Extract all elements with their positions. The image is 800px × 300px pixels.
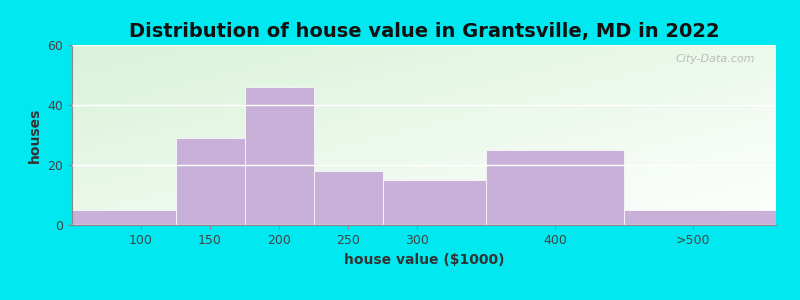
Bar (175, 138, 245, 225)
Y-axis label: houses: houses (27, 107, 42, 163)
Bar (624, 210, 776, 225)
Title: Distribution of house value in Grantsville, MD in 2022: Distribution of house value in Grantsvil… (129, 22, 719, 41)
Bar (314, 171, 382, 225)
Bar (486, 150, 624, 225)
X-axis label: house value ($1000): house value ($1000) (344, 253, 504, 267)
Bar (382, 180, 486, 225)
Bar (245, 87, 314, 225)
Text: City-Data.com: City-Data.com (675, 54, 755, 64)
Bar (72, 210, 175, 225)
